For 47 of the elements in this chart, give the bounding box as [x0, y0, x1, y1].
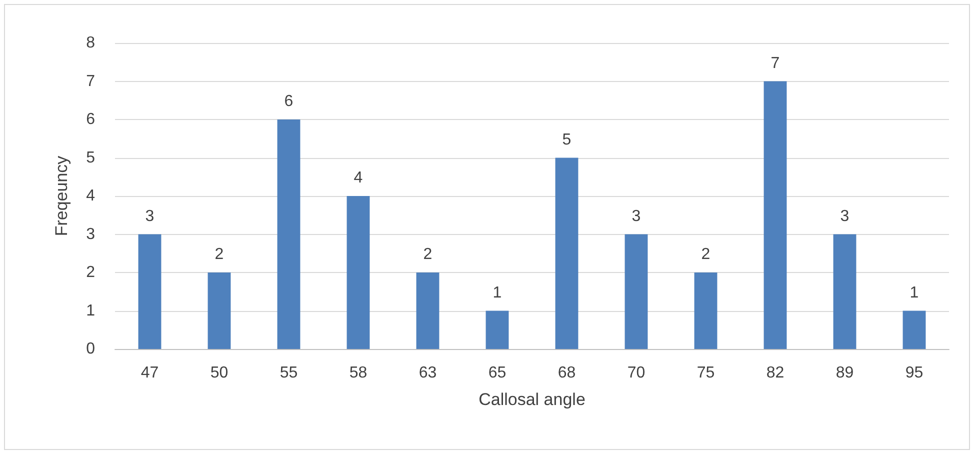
x-axis-title: Callosal angle: [478, 390, 586, 409]
data-label: 2: [423, 246, 432, 263]
y-axis-title: Freqeuncy: [52, 155, 71, 236]
bar: [555, 158, 578, 349]
data-label: 4: [354, 170, 363, 186]
y-tick-label: 7: [86, 72, 96, 90]
y-tick-label: 0: [86, 340, 96, 358]
x-tick-label: 89: [836, 364, 854, 382]
bar: [138, 234, 162, 349]
data-label: 7: [770, 54, 780, 72]
bar: [902, 310, 926, 349]
bar: [346, 196, 370, 349]
bar: [694, 272, 718, 349]
data-label: 6: [284, 93, 294, 110]
x-tick-label: 50: [210, 364, 228, 382]
data-label: 2: [701, 246, 710, 263]
data-label: 1: [492, 284, 502, 302]
y-tick-label: 5: [86, 149, 96, 166]
bar: [208, 272, 231, 349]
x-tick-label: 55: [280, 364, 298, 382]
bar: [486, 310, 509, 349]
x-tick-label: 68: [558, 364, 576, 382]
x-tick-label: 70: [627, 364, 646, 382]
bar: [416, 272, 440, 349]
data-label: 2: [214, 246, 224, 263]
y-tick-label: 3: [86, 226, 96, 243]
x-tick-label: 47: [140, 364, 159, 382]
x-tick-label: 65: [488, 364, 506, 382]
y-tick-label: 8: [86, 34, 96, 52]
data-label: 3: [145, 208, 154, 225]
x-tick-label: 63: [418, 364, 437, 382]
x-tick-label: 58: [349, 364, 368, 382]
data-label: 3: [632, 208, 641, 225]
bar: [624, 234, 648, 349]
bar: [764, 81, 787, 349]
bar: [277, 120, 300, 349]
y-tick-label: 2: [86, 264, 96, 281]
x-tick-label: 95: [905, 364, 924, 382]
x-tick-label: 82: [766, 364, 784, 382]
data-label: 3: [840, 208, 850, 225]
y-tick-label: 4: [86, 188, 96, 204]
y-tick-label: 1: [86, 302, 96, 320]
data-label: 1: [910, 284, 919, 302]
y-tick-label: 6: [86, 111, 96, 128]
data-label: 5: [562, 131, 572, 148]
bar: [833, 234, 856, 349]
x-tick-label: 75: [696, 364, 715, 382]
